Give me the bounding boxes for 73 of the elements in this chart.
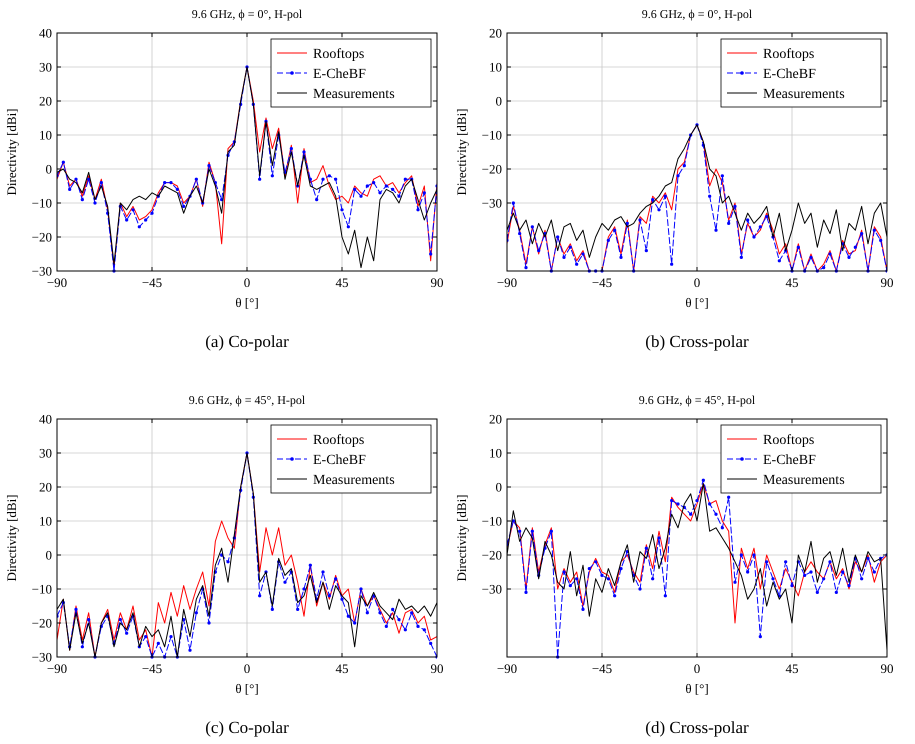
legend-label: Measurements (763, 473, 845, 488)
x-tick-label: 90 (430, 661, 444, 676)
y-tick-label: −10 (32, 582, 52, 596)
y-tick-label: 0 (496, 94, 502, 108)
x-tick-label: 90 (880, 661, 894, 676)
legend-label: E-CheBF (763, 453, 816, 468)
legend-label: Measurements (313, 87, 395, 102)
x-axis-title: θ [°] (235, 295, 259, 310)
legend-label: Rooftops (763, 433, 814, 448)
y-tick-label: −20 (32, 616, 52, 630)
chart-title: 9.6 GHz, ϕ = 0°, H-pol (642, 7, 753, 21)
y-tick-label: 30 (39, 60, 52, 74)
y-tick-label: 10 (39, 128, 52, 142)
y-tick-label: 30 (39, 446, 52, 460)
x-tick-label: −45 (142, 275, 162, 290)
y-tick-label: 20 (489, 26, 502, 40)
y-tick-label: 0 (46, 548, 52, 562)
y-tick-label: 40 (39, 412, 52, 426)
legend-label: E-CheBF (313, 453, 366, 468)
y-tick-label: 0 (496, 480, 502, 494)
text: (a) Co-polar (205, 332, 290, 351)
chart-title: 9.6 GHz, ϕ = 45°, H-pol (638, 393, 756, 407)
legend-label: Rooftops (313, 47, 364, 62)
legend-label: Rooftops (763, 47, 814, 62)
x-tick-label: −90 (496, 275, 518, 290)
y-axis-title: Directivity [dBi] (4, 108, 19, 196)
x-axis-title: θ [°] (685, 295, 709, 310)
text: (b) Cross-polar (645, 332, 750, 351)
x-tick-label: 45 (786, 661, 798, 676)
x-tick-label: −45 (592, 275, 612, 290)
y-tick-label: −10 (32, 196, 52, 210)
y-tick-label: 20 (39, 94, 52, 108)
y-tick-label: −30 (482, 582, 502, 596)
text: (d) Cross-polar (645, 718, 750, 737)
x-tick-label: 0 (694, 661, 700, 676)
y-tick-label: 20 (489, 412, 502, 426)
y-axis-title: Directivity [dBi] (454, 108, 469, 196)
legend-label: E-CheBF (313, 67, 366, 82)
x-axis-title: θ [°] (235, 681, 259, 696)
y-axis-title: Directivity [dBi] (454, 494, 469, 582)
y-tick-label: 10 (489, 60, 502, 74)
chart-title: 9.6 GHz, ϕ = 45°, H-pol (188, 393, 306, 407)
y-tick-label: 10 (39, 514, 52, 528)
x-tick-label: 45 (786, 275, 798, 290)
legend-label: Rooftops (313, 433, 364, 448)
x-tick-label: −45 (142, 661, 162, 676)
y-tick-label: 20 (39, 480, 52, 494)
x-tick-label: 90 (430, 275, 444, 290)
y-tick-label: −20 (482, 548, 502, 562)
x-tick-label: 45 (336, 275, 348, 290)
x-tick-label: 0 (244, 275, 250, 290)
y-tick-label: −10 (482, 128, 502, 142)
x-tick-label: 0 (694, 275, 700, 290)
x-tick-label: −45 (592, 661, 612, 676)
y-axis-title: Directivity [dBi] (4, 494, 19, 582)
y-tick-label: 0 (46, 162, 52, 176)
x-tick-label: 45 (336, 661, 348, 676)
x-axis-title: θ [°] (685, 681, 709, 696)
y-tick-label: −10 (482, 514, 502, 528)
y-tick-label: −20 (32, 230, 52, 244)
x-tick-label: 0 (244, 661, 250, 676)
text: (c) Co-polar (205, 718, 290, 737)
y-tick-label: 10 (489, 446, 502, 460)
y-tick-label: 40 (39, 26, 52, 40)
legend-label: Measurements (763, 87, 845, 102)
x-tick-label: 90 (880, 275, 894, 290)
y-tick-label: −20 (482, 162, 502, 176)
x-tick-label: −90 (496, 661, 518, 676)
chart-title: 9.6 GHz, ϕ = 0°, H-pol (192, 7, 303, 21)
legend-label: E-CheBF (763, 67, 816, 82)
line-series (507, 483, 887, 624)
legend-label: Measurements (313, 473, 395, 488)
y-tick-label: −30 (482, 196, 502, 210)
